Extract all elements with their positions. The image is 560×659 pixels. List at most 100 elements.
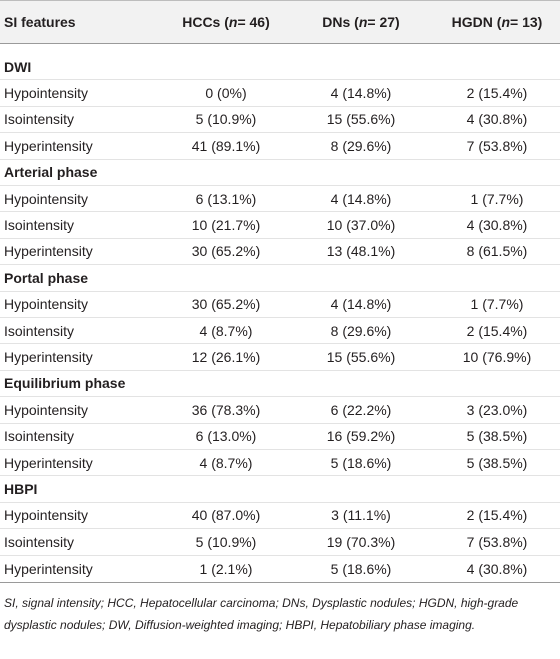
- header-cell: HCCs (n = 46): [161, 1, 291, 43]
- header-text: = 13): [510, 14, 543, 30]
- data-row: Hypointensity 40 (87.0%) 3 (11.1%) 2 (15.4%…: [0, 503, 560, 530]
- value-cell: 6 (22.2%): [330, 401, 392, 418]
- header-text: SI features: [4, 14, 76, 30]
- data-row: Hypointensity 36 (78.3%) 6 (22.2%) 3 (23.0%…: [0, 397, 560, 424]
- section-title: DWI: [4, 58, 32, 75]
- section-row: Arterial phase: [0, 160, 560, 186]
- value-cell: 36 (78.3%): [191, 401, 261, 418]
- header-text: DNs (: [322, 14, 359, 30]
- value-cell: 4 (14.8%): [330, 190, 392, 207]
- value-cell: 8 (29.6%): [330, 322, 392, 339]
- data-row: Isointensity 5 (10.9%) 19 (70.3%) 7 (53.8%): [0, 529, 560, 556]
- value-cell: 8 (29.6%): [330, 137, 392, 154]
- value-cell: 5 (38.5%): [466, 454, 528, 471]
- data-row: Isointensity 4 (8.7%) 8 (29.6%) 2 (15.4%): [0, 318, 560, 345]
- data-row: Hypointensity 30 (65.2%) 4 (14.8%) 1 (7.7%): [0, 292, 560, 318]
- data-row: Hyperintensity 12 (26.1%) 15 (55.6%) 10 (76…: [0, 344, 560, 371]
- section-row: Equilibrium phase: [0, 371, 560, 398]
- value-cell: 5 (10.9%): [195, 533, 257, 550]
- row-label: Hyperintensity: [4, 560, 93, 577]
- value-cell: 4 (30.8%): [466, 560, 528, 577]
- value-cell: 2 (15.4%): [466, 507, 528, 524]
- section-title: Equilibrium phase: [4, 375, 126, 392]
- value-cell: 2 (15.4%): [466, 85, 528, 102]
- value-cell: 15 (55.6%): [326, 349, 396, 366]
- value-cell: 4 (14.8%): [330, 85, 392, 102]
- value-cell: 0 (0%): [205, 85, 247, 102]
- table-rule: [0, 582, 560, 583]
- header-row: SI features HCCs (n = 46) DNs (n = 27) HGDN…: [0, 0, 560, 44]
- row-label: Isointensity: [4, 217, 75, 234]
- value-cell: 10 (76.9%): [462, 349, 532, 366]
- section-row: Portal phase: [0, 265, 560, 292]
- value-cell: 6 (13.1%): [195, 190, 257, 207]
- data-row: Hyperintensity 41 (89.1%) 8 (29.6%) 7 (53.8…: [0, 133, 560, 160]
- value-cell: 10 (37.0%): [326, 217, 396, 234]
- data-row: Isointensity 6 (13.0%) 16 (59.2%) 5 (38.5%): [0, 424, 560, 450]
- row-label: Hyperintensity: [4, 137, 93, 154]
- row-label: Hypointensity: [4, 401, 89, 418]
- value-cell: 4 (30.8%): [466, 111, 528, 128]
- value-cell: 7 (53.8%): [466, 533, 528, 550]
- header-text: = 46): [237, 14, 270, 30]
- value-cell: 4 (30.8%): [466, 217, 528, 234]
- value-cell: 1 (2.1%): [199, 560, 253, 577]
- value-cell: 4 (14.8%): [330, 296, 392, 313]
- row-label: Isointensity: [4, 533, 75, 550]
- row-label: Hypointensity: [4, 85, 89, 102]
- row-label: Hypointensity: [4, 507, 89, 524]
- data-row: Hyperintensity 4 (8.7%) 5 (18.6%) 5 (38.5%): [0, 450, 560, 477]
- header-text: HCCs (: [182, 14, 229, 30]
- header-cell: DNs (n = 27): [296, 1, 426, 43]
- value-cell: 1 (7.7%): [470, 190, 524, 207]
- data-row: Isointensity 5 (10.9%) 15 (55.6%) 4 (30.8%): [0, 107, 560, 134]
- header-text: n: [358, 14, 368, 30]
- header-text: = 27): [367, 14, 400, 30]
- data-row: Hypointensity 0 (0%) 4 (14.8%) 2 (15.4%): [0, 80, 560, 107]
- row-label: Isointensity: [4, 428, 75, 445]
- value-cell: 5 (38.5%): [466, 428, 528, 445]
- value-cell: 3 (11.1%): [331, 507, 391, 524]
- row-label: Hypointensity: [4, 296, 89, 313]
- value-cell: 10 (21.7%): [191, 217, 261, 234]
- value-cell: 5 (18.6%): [330, 560, 392, 577]
- value-cell: 1 (7.7%): [470, 296, 524, 313]
- row-label: Hyperintensity: [4, 243, 93, 260]
- value-cell: 30 (65.2%): [191, 296, 261, 313]
- value-cell: 16 (59.2%): [326, 428, 396, 445]
- value-cell: 7 (53.8%): [466, 137, 528, 154]
- value-cell: 12 (26.1%): [191, 349, 261, 366]
- value-cell: 15 (55.6%): [326, 111, 396, 128]
- section-title: HBPI: [4, 481, 38, 498]
- row-label: Isointensity: [4, 322, 75, 339]
- value-cell: 4 (8.7%): [199, 454, 253, 471]
- footnote: SI, signal intensity; HCC, Hepatocellula…: [4, 596, 519, 632]
- row-label: Hyperintensity: [4, 454, 93, 471]
- row-label: Isointensity: [4, 111, 75, 128]
- value-cell: 13 (48.1%): [326, 243, 396, 260]
- value-cell: 2 (15.4%): [466, 322, 528, 339]
- header-cell: SI features: [4, 1, 76, 43]
- data-row: Hyperintensity 1 (2.1%) 5 (18.6%) 4 (30.8%): [0, 556, 560, 582]
- section-row: DWI: [0, 54, 560, 81]
- header-text: HGDN (: [451, 14, 502, 30]
- value-cell: 4 (8.7%): [199, 322, 253, 339]
- data-row: Isointensity 10 (21.7%) 10 (37.0%) 4 (30.8%…: [0, 212, 560, 239]
- value-cell: 40 (87.0%): [191, 507, 261, 524]
- row-label: Hypointensity: [4, 190, 89, 207]
- data-row: Hyperintensity 30 (65.2%) 13 (48.1%) 8 (61.…: [0, 239, 560, 266]
- value-cell: 30 (65.2%): [191, 243, 261, 260]
- value-cell: 19 (70.3%): [326, 533, 396, 550]
- value-cell: 5 (18.6%): [330, 454, 392, 471]
- row-label: Hyperintensity: [4, 349, 93, 366]
- header-text: n: [228, 14, 238, 30]
- value-cell: 3 (23.0%): [466, 401, 528, 418]
- value-cell: 5 (10.9%): [195, 111, 257, 128]
- header-text: n: [501, 14, 511, 30]
- section-title: Portal phase: [4, 269, 89, 286]
- value-cell: 41 (89.1%): [191, 137, 261, 154]
- data-row: Hypointensity 6 (13.1%) 4 (14.8%) 1 (7.7%): [0, 186, 560, 213]
- value-cell: 6 (13.0%): [195, 428, 257, 445]
- section-row: HBPI: [0, 476, 560, 503]
